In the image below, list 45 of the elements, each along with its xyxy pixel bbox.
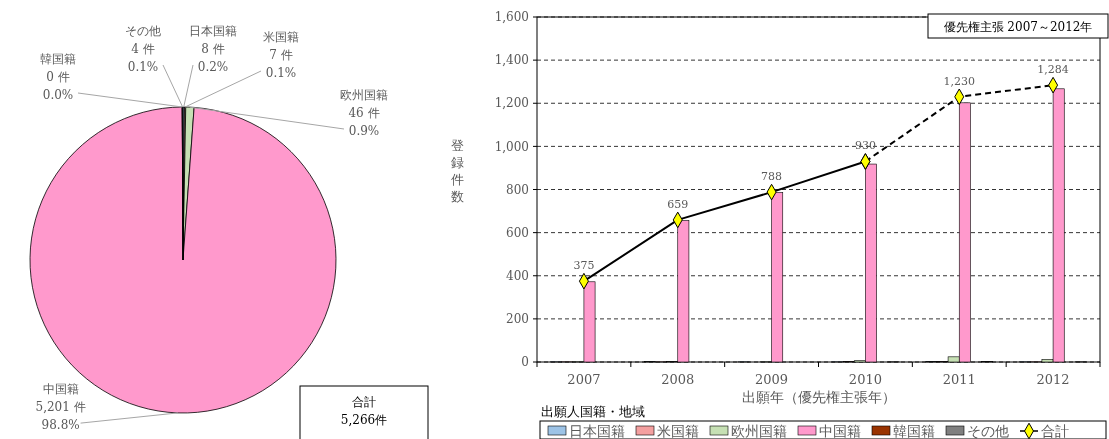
y-tick-label: 1,200 bbox=[494, 96, 529, 111]
data-label: 1,284 bbox=[1037, 63, 1069, 77]
category-label: 韓国籍 bbox=[40, 52, 76, 66]
slice-label: 中国籍 bbox=[42, 382, 79, 397]
slice-label: 米国籍 bbox=[263, 30, 299, 44]
x-axis-title: 出願年（優先権主張年） bbox=[741, 389, 896, 405]
y-tick-label: 800 bbox=[506, 182, 529, 197]
x-tick-label: 2010 bbox=[848, 372, 882, 387]
data-label: 930 bbox=[854, 139, 876, 153]
y-tick-label: 200 bbox=[506, 312, 529, 327]
data-label: 4 件 0.1% bbox=[127, 42, 159, 74]
x-tick-label: 2008 bbox=[661, 372, 695, 387]
legend-label: 韓国籍 bbox=[893, 423, 935, 439]
data-label: 7 件 0.1% bbox=[265, 48, 297, 80]
slice-label: 日本国籍 bbox=[189, 24, 237, 38]
y-tick-label: 1,400 bbox=[494, 53, 529, 68]
legend-title: 出願人国籍・地域 bbox=[541, 404, 645, 419]
data-label: 8 件 0.2% bbox=[197, 42, 229, 74]
legend-label: 欧州国籍 bbox=[731, 423, 787, 439]
data-label: 659 bbox=[667, 197, 689, 211]
y-axis-title: 登録件数 bbox=[450, 138, 464, 204]
data-label: 46 件 0.9% bbox=[348, 106, 380, 138]
data-label: 375 bbox=[573, 259, 595, 273]
data-label: 1,230 bbox=[943, 74, 975, 88]
data-label: 788 bbox=[761, 170, 783, 184]
slice-label: その他 bbox=[125, 24, 161, 38]
slice-label: 欧州国籍 bbox=[340, 88, 388, 102]
y-tick-label: 400 bbox=[506, 268, 529, 283]
text: 0 件 0.0% bbox=[42, 70, 74, 102]
x-tick-label: 2011 bbox=[942, 372, 976, 387]
legend-label: 中国籍 bbox=[819, 423, 861, 439]
x-tick-label: 2009 bbox=[755, 372, 789, 387]
y-tick-label: 0 bbox=[521, 355, 529, 370]
x-tick-label: 2007 bbox=[567, 372, 601, 387]
annotation: 優先権主張 2007～2012年 bbox=[943, 20, 1093, 34]
y-tick-label: 1,000 bbox=[494, 139, 529, 154]
legend-label: 日本国籍 bbox=[569, 423, 625, 439]
legend-label: 合計 bbox=[1041, 423, 1069, 439]
y-tick-label: 600 bbox=[506, 225, 529, 240]
text: 合計 5,266件 bbox=[340, 395, 388, 427]
y-tick-label: 1,600 bbox=[494, 10, 529, 25]
legend-label: 米国籍 bbox=[657, 423, 699, 439]
x-tick-label: 2012 bbox=[1036, 372, 1070, 387]
legend-label: その他 bbox=[967, 423, 1009, 439]
data-label: 5,201 件 98.8% bbox=[35, 400, 86, 433]
